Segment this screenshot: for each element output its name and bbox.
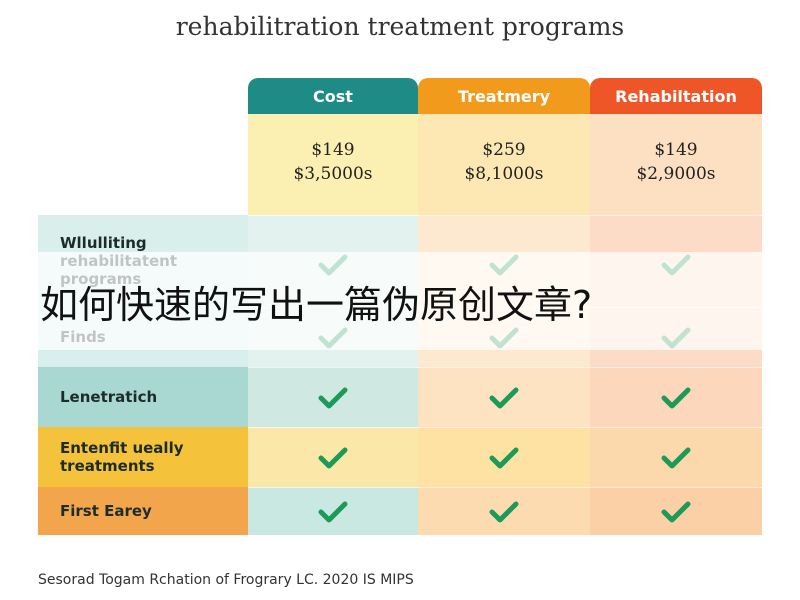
check-cell	[418, 427, 590, 487]
check-icon	[318, 387, 348, 408]
price-cell: $149 $2,9000s	[590, 114, 762, 215]
check-icon	[661, 447, 691, 468]
price-text: $2,9000s	[636, 164, 716, 184]
price-text: $149	[311, 140, 355, 160]
price-cell: $259 $8,1000s	[418, 114, 590, 215]
check-cell	[418, 487, 590, 535]
footer: Sesorad Togam Rchation of Frograry LC. 2…	[38, 572, 414, 588]
check-icon	[661, 501, 691, 522]
column-header: Cost	[248, 78, 418, 114]
check-icon	[661, 387, 691, 408]
price-cell: $149 $3,5000s	[248, 114, 418, 215]
check-cell	[590, 367, 762, 427]
title: rehabilitration treatment programs	[175, 12, 625, 41]
check-icon	[318, 447, 348, 468]
column-header: Rehabiltation	[590, 78, 762, 114]
price-text: $8,1000s	[464, 164, 544, 184]
column-header: Treatmery	[418, 78, 590, 114]
check-cell	[418, 367, 590, 427]
row-label: Entenfit ueally treatments	[38, 427, 248, 487]
row-label: First Earey	[38, 487, 248, 535]
check-icon	[318, 501, 348, 522]
check-cell	[248, 427, 418, 487]
price-text: $3,5000s	[293, 164, 373, 184]
check-cell	[248, 487, 418, 535]
price-text: $149	[654, 140, 698, 160]
row-label: Lenetratich	[38, 367, 248, 427]
check-icon	[489, 387, 519, 408]
check-cell	[248, 367, 418, 427]
check-cell	[590, 487, 762, 535]
check-icon	[489, 447, 519, 468]
price-text: $259	[482, 140, 526, 160]
check-cell	[590, 427, 762, 487]
banner: 如何快速的写出一篇伪原创文章?	[0, 252, 800, 350]
check-icon	[489, 501, 519, 522]
